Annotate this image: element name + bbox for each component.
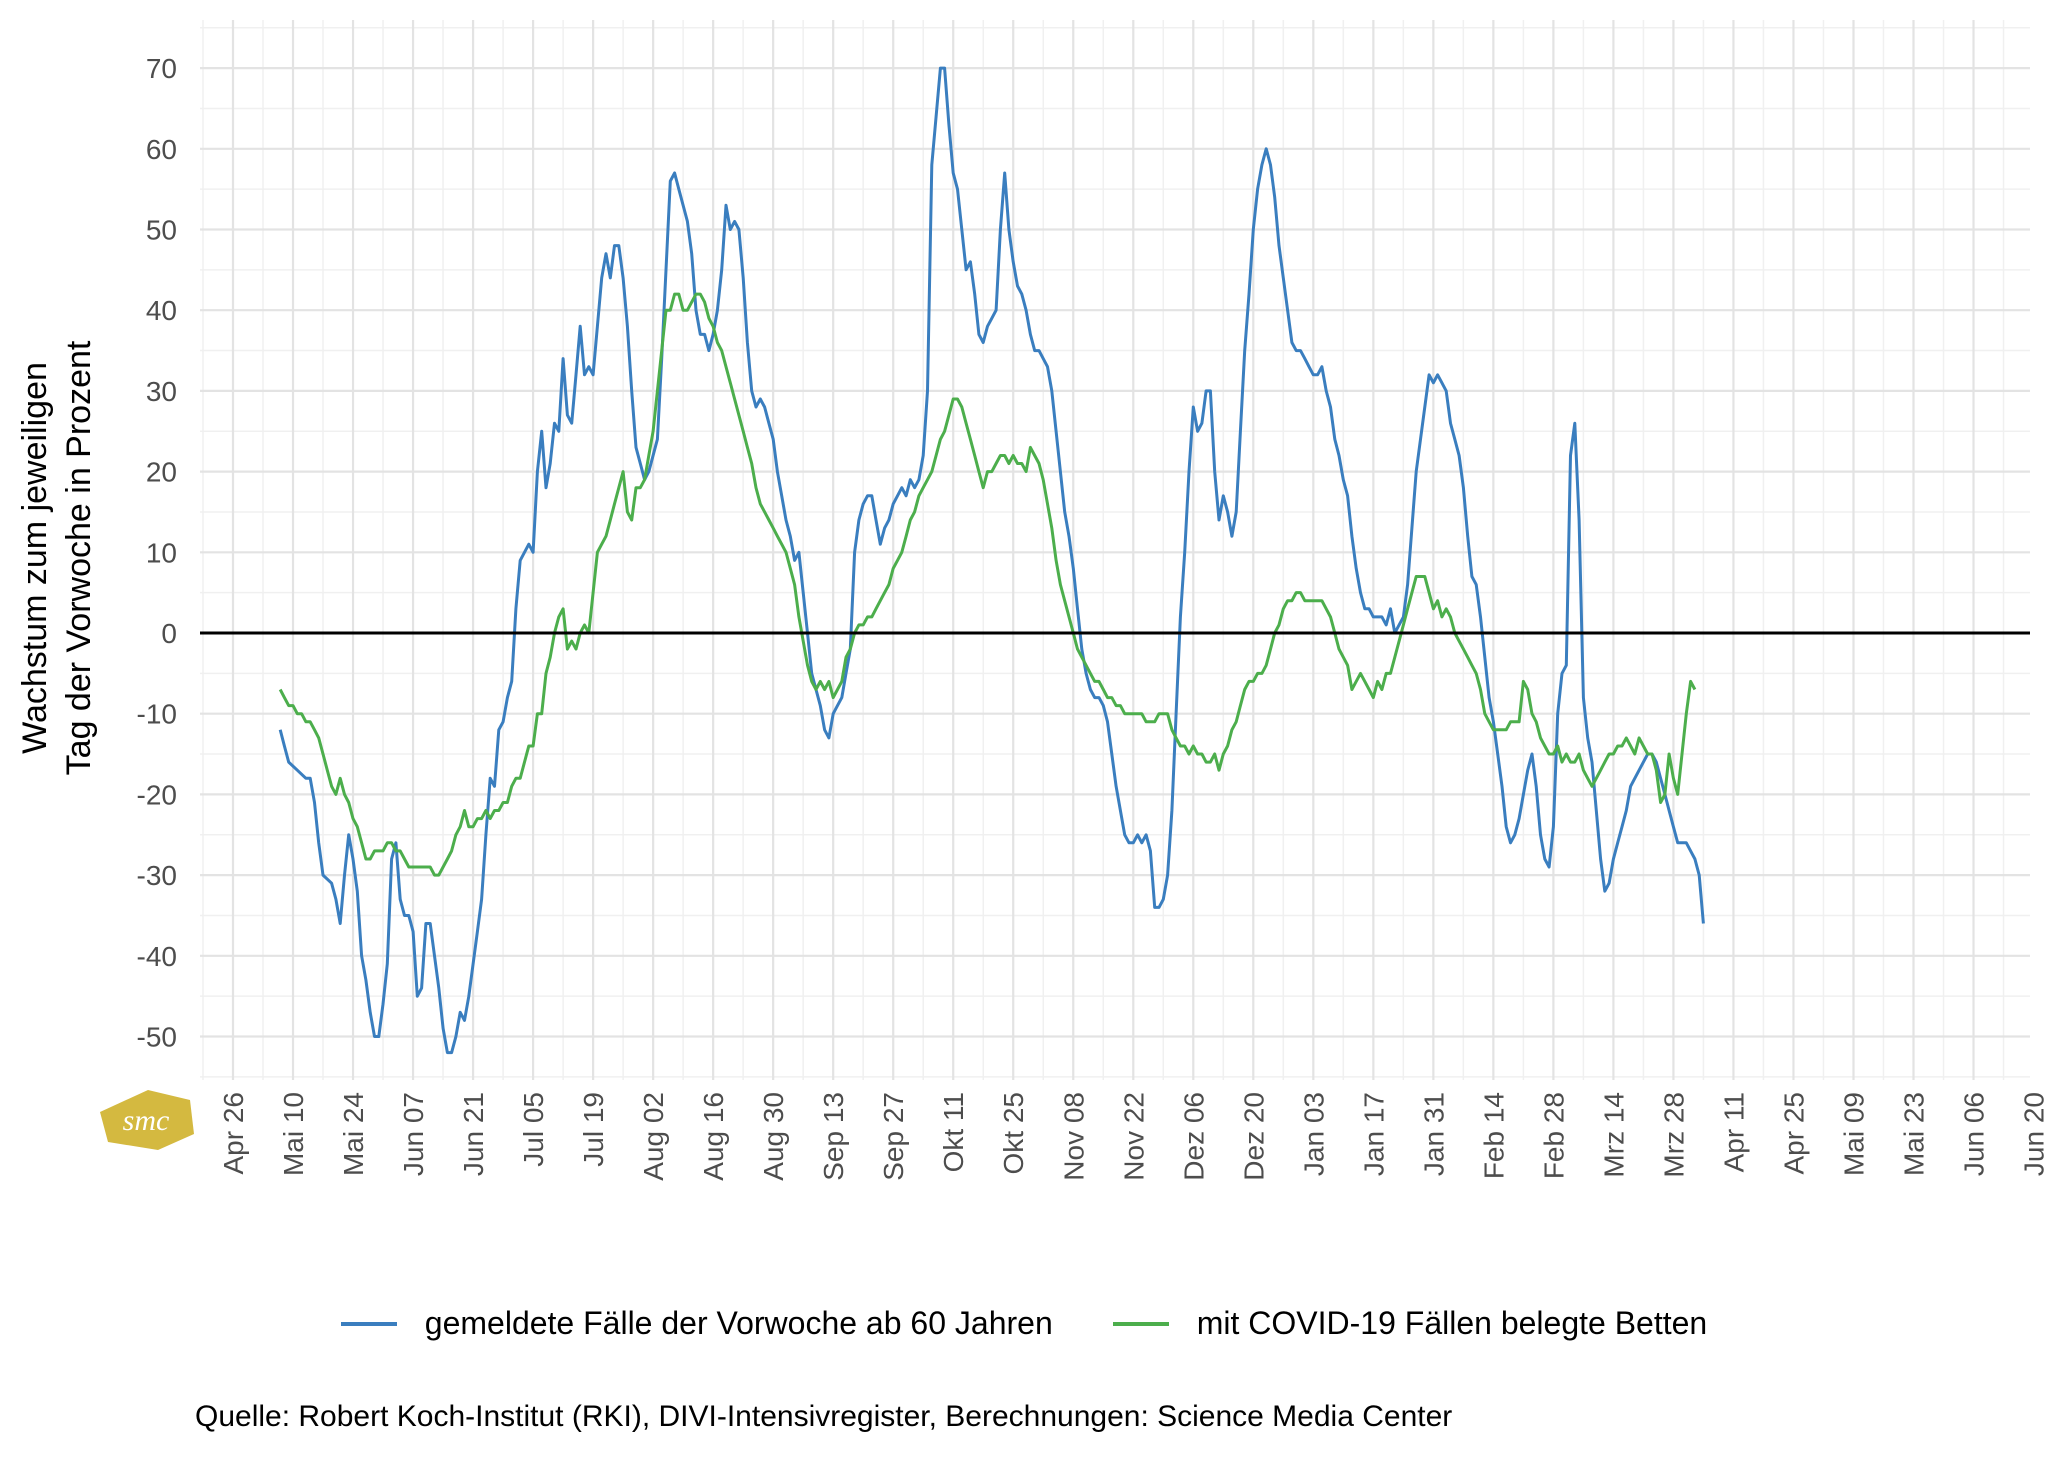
y-tick-label: 70 bbox=[146, 53, 177, 84]
y-tick-label: 10 bbox=[146, 537, 177, 568]
x-tick-label: Mai 23 bbox=[1899, 1092, 1930, 1176]
x-tick-label: Sep 13 bbox=[818, 1092, 849, 1181]
x-tick-label: Jan 31 bbox=[1418, 1092, 1449, 1176]
x-tick-label: Okt 11 bbox=[938, 1092, 969, 1172]
x-tick-label: Aug 02 bbox=[638, 1092, 669, 1181]
smc-logo: smc bbox=[100, 1090, 194, 1150]
x-tick-label: Mai 10 bbox=[278, 1092, 309, 1176]
smc-logo-shape bbox=[100, 1090, 194, 1150]
y-tick-label: -50 bbox=[137, 1022, 177, 1053]
y-axis-label-line-2: Tag der Vorwoche in Prozent bbox=[60, 340, 98, 775]
y-tick-label: 40 bbox=[146, 295, 177, 326]
y-tick-label: -40 bbox=[137, 941, 177, 972]
source-caption: Quelle: Robert Koch-Institut (RKI), DIVI… bbox=[195, 1400, 1453, 1433]
x-tick-label: Feb 14 bbox=[1478, 1092, 1509, 1179]
legend-label-beds: mit COVID-19 Fällen belegte Betten bbox=[1196, 1305, 1708, 1341]
y-tick-label: -10 bbox=[137, 699, 177, 730]
x-tick-label: Jul 19 bbox=[578, 1092, 609, 1167]
x-tick-label: Apr 11 bbox=[1719, 1092, 1750, 1172]
series-layer bbox=[200, 66, 2030, 1055]
legend-swatch-beds bbox=[1112, 1321, 1169, 1326]
y-axis-label-line-1: Wachstum zum jeweiligen bbox=[16, 362, 54, 754]
legend-label-cases: gemeldete Fälle der Vorwoche ab 60 Jahre… bbox=[424, 1305, 1053, 1341]
x-tick-label: Dez 06 bbox=[1178, 1092, 1209, 1181]
legend: gemeldete Fälle der Vorwoche ab 60 Jahre… bbox=[0, 1305, 2048, 1342]
x-tick-label: Mai 09 bbox=[1839, 1092, 1870, 1176]
x-tick-label: Dez 20 bbox=[1238, 1092, 1269, 1181]
x-tick-label: Apr 25 bbox=[1779, 1092, 1810, 1175]
x-tick-label: Mrz 14 bbox=[1598, 1092, 1629, 1178]
x-tick-label: Sep 27 bbox=[878, 1092, 909, 1181]
x-tick-label: Jan 17 bbox=[1358, 1092, 1389, 1176]
x-tick-label: Jan 03 bbox=[1298, 1092, 1329, 1176]
y-axis-label: Wachstum zum jeweiligen Tag der Vorwoche… bbox=[16, 340, 98, 775]
grid bbox=[200, 20, 2030, 1080]
x-tick-label: Jun 21 bbox=[458, 1092, 489, 1176]
plot-panel bbox=[200, 20, 2030, 1080]
x-tick-labels: Apr 26 Mai 10 Mai 24 Jun 07 Jun 21 Jul 05 Jul … bbox=[218, 1092, 2048, 1181]
y-tick-label: -20 bbox=[137, 779, 177, 810]
legend-item-beds: mit COVID-19 Fällen belegte Betten bbox=[1112, 1305, 1708, 1342]
y-tick-label: 30 bbox=[146, 376, 177, 407]
x-tick-label: Aug 30 bbox=[758, 1092, 789, 1181]
x-tick-label: Mai 24 bbox=[338, 1092, 369, 1176]
y-tick-label: -30 bbox=[137, 860, 177, 891]
y-tick-label: 50 bbox=[146, 215, 177, 246]
y-tick-label: 60 bbox=[146, 134, 177, 165]
x-tick-label: Nov 22 bbox=[1118, 1092, 1149, 1181]
legend-swatch-cases bbox=[340, 1321, 397, 1326]
y-tick-labels: -50 -40 -30 -20 -10 0 10 20 30 40 50 60 70 bbox=[137, 53, 177, 1052]
x-tick-label: Mrz 28 bbox=[1658, 1092, 1689, 1178]
legend-item-cases: gemeldete Fälle der Vorwoche ab 60 Jahre… bbox=[340, 1305, 1053, 1342]
x-tick-label: Jun 06 bbox=[1959, 1092, 1990, 1176]
x-tick-label: Jun 07 bbox=[398, 1092, 429, 1176]
x-tick-label: Feb 28 bbox=[1538, 1092, 1569, 1179]
x-tick-label: Nov 08 bbox=[1058, 1092, 1089, 1181]
y-tick-label: 0 bbox=[161, 618, 177, 649]
x-tick-label: Aug 16 bbox=[698, 1092, 729, 1181]
series-line-cases bbox=[278, 66, 1705, 1055]
x-tick-label: Jun 20 bbox=[2019, 1092, 2048, 1176]
x-tick-label: Apr 26 bbox=[218, 1092, 249, 1175]
smc-logo-text: smc bbox=[123, 1104, 170, 1137]
x-tick-label: Okt 25 bbox=[998, 1092, 1029, 1174]
series-line-beds bbox=[278, 292, 1697, 877]
x-tick-label: Jul 05 bbox=[518, 1092, 549, 1167]
y-tick-label: 20 bbox=[146, 457, 177, 488]
chart-canvas: -50 -40 -30 -20 -10 0 10 20 30 40 50 60 70 Apr 26 Mai… bbox=[16, 20, 2048, 1181]
